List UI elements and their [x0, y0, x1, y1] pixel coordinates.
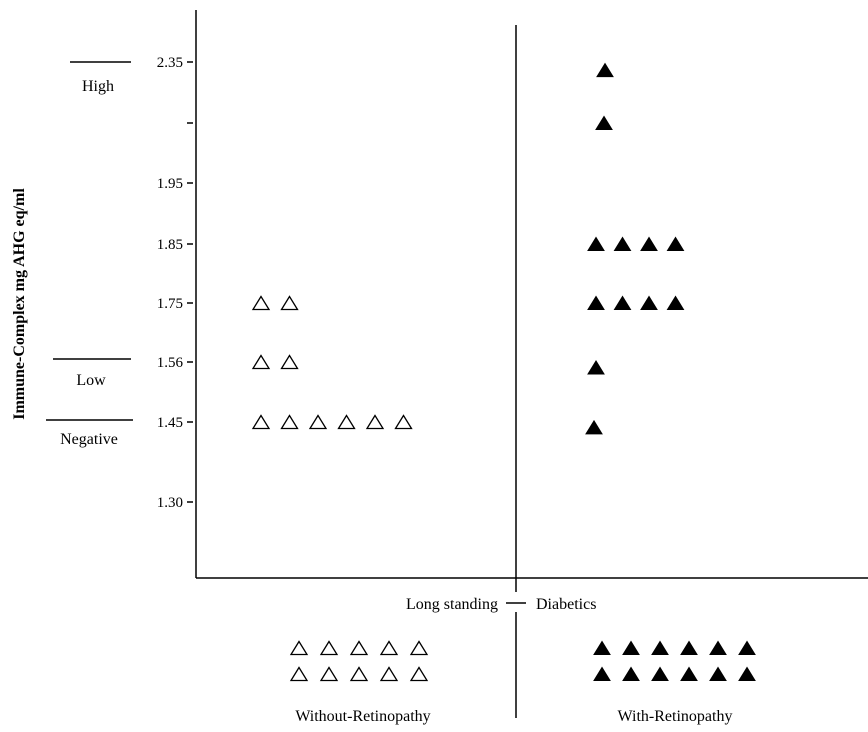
data-point-open-triangle	[280, 414, 299, 430]
y-tick-label: 1.30	[157, 495, 183, 511]
axes	[195, 10, 868, 718]
data-point-open-triangle	[365, 414, 385, 430]
data-points	[251, 62, 685, 435]
data-point-filled-triangle	[587, 360, 605, 375]
threshold-label: High	[82, 78, 114, 95]
data-point-open-triangle	[394, 414, 413, 430]
data-point-filled-triangle	[613, 295, 632, 310]
data-point-filled-triangle	[587, 236, 605, 251]
legend-open-triangle-icon	[319, 640, 339, 656]
legend-open-triangle-icon	[379, 666, 399, 682]
y-ticks: 2.35 1.95 1.85 1.75 1.56 1.45 1.30	[157, 55, 193, 511]
legend-open-triangle-icon	[289, 640, 309, 656]
data-point-filled-triangle	[640, 295, 658, 310]
data-point-open-triangle	[251, 414, 271, 430]
x-axis-label: Long standing	[406, 596, 498, 613]
y-tick-label: 1.75	[157, 296, 183, 312]
legend-filled-triangle-icon	[709, 666, 727, 681]
legend-open-triangle-icon	[409, 640, 429, 656]
x-axis-label-right: Diabetics	[536, 596, 596, 613]
data-point-open-triangle	[280, 295, 299, 311]
legend-filled-triangle-icon	[680, 640, 698, 655]
legend-open-triangle-icon	[349, 666, 369, 682]
legend-filled-triangle-icon	[651, 666, 669, 681]
y-tick-label: 1.95	[157, 176, 183, 192]
data-point-open-triangle	[308, 414, 328, 430]
legend-filled-triangle-icon	[709, 640, 727, 655]
legend-filled-triangle-icon	[651, 640, 669, 655]
y-axis-label: Immune-Complex mg AHG eq/ml	[11, 188, 28, 420]
y-tick-label: 1.85	[157, 237, 183, 253]
legend-open-triangle-icon	[379, 640, 399, 656]
legend-open-triangle-icon	[319, 666, 339, 682]
legend-filled-triangle-icon	[738, 666, 756, 681]
legend-filled-triangle-icon	[622, 640, 640, 655]
data-point-filled-triangle	[587, 295, 605, 310]
legend-filled-triangle-icon	[593, 640, 611, 655]
data-point-filled-triangle	[666, 295, 685, 310]
data-point-filled-triangle	[640, 236, 658, 251]
legend-open-triangle-icon	[289, 666, 309, 682]
data-point-filled-triangle	[595, 115, 613, 130]
data-point-open-triangle	[280, 354, 299, 370]
data-point-open-triangle	[251, 295, 271, 311]
legend: Without-Retinopathy With-Retinopathy	[289, 640, 756, 725]
legend-filled-triangle-icon	[680, 666, 698, 681]
data-point-filled-triangle	[585, 419, 603, 435]
data-point-filled-triangle	[666, 236, 685, 251]
threshold-label: Negative	[60, 431, 118, 448]
y-tick-label: 2.35	[157, 55, 183, 71]
data-point-open-triangle	[251, 354, 271, 370]
data-point-filled-triangle	[613, 236, 632, 251]
y-tick-label: 1.56	[157, 355, 184, 371]
threshold-labels: High Low Negative	[46, 61, 133, 448]
legend-label: Without-Retinopathy	[295, 708, 430, 725]
legend-filled-triangle-icon	[738, 640, 756, 655]
threshold-label: Low	[76, 372, 106, 389]
legend-label: With-Retinopathy	[618, 708, 733, 725]
legend-filled-triangle-icon	[593, 666, 611, 681]
legend-open-triangle-icon	[349, 640, 369, 656]
data-point-open-triangle	[337, 414, 356, 430]
y-tick-label: 1.45	[157, 415, 183, 431]
legend-filled-triangle-icon	[622, 666, 640, 681]
data-point-filled-triangle	[596, 62, 614, 78]
legend-open-triangle-icon	[409, 666, 429, 682]
